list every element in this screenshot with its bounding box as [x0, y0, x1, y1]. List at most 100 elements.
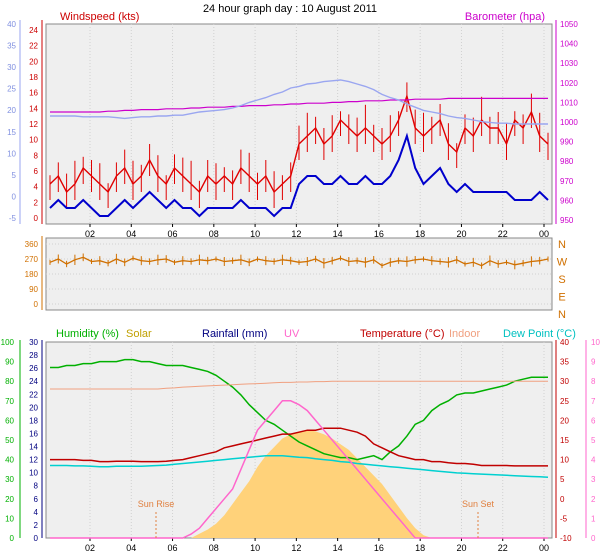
wind-right-ytick-label: 1030: [560, 59, 578, 68]
wind-outer-ytick-label: 20: [7, 106, 16, 115]
humidity-axis-ytick-label: 0: [10, 534, 15, 543]
rain-axis-ytick-label: 6: [34, 495, 39, 504]
humidity-axis-ytick-label: 50: [5, 436, 14, 445]
wind-outer-ytick-label: 0: [12, 192, 17, 201]
rain-axis-ytick-label: 10: [29, 469, 38, 478]
winddir-compass-label: W: [557, 257, 568, 269]
wind-right-ytick-label: 1000: [560, 118, 578, 127]
wind-outer-ytick-label: 5: [12, 171, 17, 180]
rain-axis-ytick-label: 14: [29, 443, 38, 452]
sun-rise-label: Sun Rise: [138, 499, 175, 509]
wind-left-ytick-label: 2: [34, 198, 39, 207]
rain-axis-ytick-label: 24: [29, 377, 38, 386]
uv-axis-ytick-label: 1: [591, 514, 596, 523]
weather-xtick-label: 06: [168, 543, 178, 553]
wind-right-ytick-label: 990: [560, 138, 574, 147]
wind-right-ytick-label: 1050: [560, 20, 578, 29]
wind-left-ytick-label: 10: [29, 136, 38, 145]
temp-axis-ytick-label: 15: [560, 436, 569, 445]
weather-panel: Humidity (%) Solar Rainfall (mm) UV Temp…: [1, 328, 600, 553]
uv-axis-ytick-label: 10: [591, 338, 600, 347]
winddir-left-ytick-label: 270: [25, 255, 39, 264]
humidity-line: [50, 358, 548, 461]
humidity-label: Humidity (%): [56, 328, 119, 340]
rain-axis-ytick-label: 2: [34, 521, 39, 530]
wind-left-ytick-label: 22: [29, 42, 38, 51]
humidity-axis-ytick-label: 40: [5, 456, 14, 465]
dew-point-line: [50, 454, 549, 478]
solar-area: [50, 430, 548, 538]
humidity-axis-ytick-label: 10: [5, 514, 14, 523]
wind-outer-ytick-label: -5: [9, 214, 17, 223]
wind-xtick-label: 22: [498, 229, 508, 239]
wind-left-ytick-label: 12: [29, 120, 38, 129]
temperature-line: [50, 427, 548, 467]
weather-xtick-label: 20: [456, 543, 466, 553]
wind-left-ytick-label: 0: [34, 214, 39, 223]
barometer-line: [50, 97, 548, 113]
rain-axis-ytick-label: 12: [29, 456, 38, 465]
rain-axis-ytick-label: 22: [29, 390, 38, 399]
wind-left-label: Windspeed (kts): [60, 11, 139, 23]
winddir-compass-label: N: [558, 309, 566, 321]
wind-left-ytick-label: 16: [29, 89, 38, 98]
temp-axis-ytick-label: 20: [560, 416, 569, 425]
wind-panel: Windspeed (kts) Barometer (hpa) 02 04 06 08…: [7, 11, 578, 239]
uv-axis-ytick-label: 8: [591, 377, 596, 386]
humidity-axis-ytick-label: 20: [5, 495, 14, 504]
rain-axis-ytick-label: 0: [34, 534, 39, 543]
weather-xtick-label: 22: [498, 543, 508, 553]
wind-left-ytick-label: 24: [29, 26, 38, 35]
wind-left-ytick-label: 8: [34, 151, 39, 160]
humidity-axis-ytick-label: 30: [5, 475, 14, 484]
sun-set-label: Sun Set: [462, 499, 495, 509]
wind-outer-ytick-label: 35: [7, 42, 16, 51]
wind-left-ytick-label: 20: [29, 57, 38, 66]
rain-axis-ytick-label: 8: [34, 482, 39, 491]
winddir-left-ytick-label: 360: [25, 240, 39, 249]
indoor-temperature-line: [50, 380, 548, 390]
humidity-axis-ytick-label: 60: [5, 416, 14, 425]
uv-axis-ytick-label: 6: [591, 416, 596, 425]
temp-axis-ytick-label: 0: [560, 495, 565, 504]
rain-axis-ytick-label: 20: [29, 403, 38, 412]
weather-xtick-label: 18: [415, 543, 425, 553]
barometer-secondary-line: [50, 79, 548, 125]
winddir-compass-label: N: [558, 239, 566, 251]
rain-axis-ytick-label: 4: [34, 508, 39, 517]
wind-xtick-label: 08: [209, 229, 219, 239]
indoor-label: Indoor: [449, 328, 481, 340]
wind-outer-ytick-label: 10: [7, 149, 16, 158]
wind-plot-area: [45, 23, 553, 225]
solar-label: Solar: [126, 328, 152, 340]
wind-xtick-label: 06: [168, 229, 178, 239]
weather-xtick-label: 16: [374, 543, 384, 553]
wind-xtick-label: 14: [333, 229, 343, 239]
uv-axis-ytick-label: 7: [591, 397, 596, 406]
weather-xtick-label: 10: [250, 543, 260, 553]
wind-right-ytick-label: 960: [560, 196, 574, 205]
wind-outer-ytick-label: 15: [7, 128, 16, 137]
rain-axis-ytick-label: 16: [29, 429, 38, 438]
temp-axis-ytick-label: -10: [560, 534, 572, 543]
uv-axis-ytick-label: 9: [591, 358, 596, 367]
rain-axis-ytick-label: 18: [29, 416, 38, 425]
uv-axis-ytick-label: 2: [591, 495, 596, 504]
rain-axis-ytick-label: 26: [29, 364, 38, 373]
wind-xtick-label: 16: [374, 229, 384, 239]
rainfall-label: Rainfall (mm): [202, 328, 267, 340]
temperature-label: Temperature (°C): [360, 328, 444, 340]
rain-axis-ytick-label: 30: [29, 338, 38, 347]
wind-xtick-label: 18: [415, 229, 425, 239]
weather-xtick-label: 00: [539, 543, 549, 553]
wind-left-ytick-label: 4: [34, 183, 39, 192]
humidity-axis-ytick-label: 100: [1, 338, 15, 347]
chart-title: 24 hour graph day : 10 August 2011: [203, 3, 377, 15]
wind-right-ytick-label: 950: [560, 216, 574, 225]
uv-axis-ytick-label: 3: [591, 475, 596, 484]
wind-left-ytick-label: 14: [29, 104, 38, 113]
wind-outer-ytick-label: 30: [7, 63, 16, 72]
